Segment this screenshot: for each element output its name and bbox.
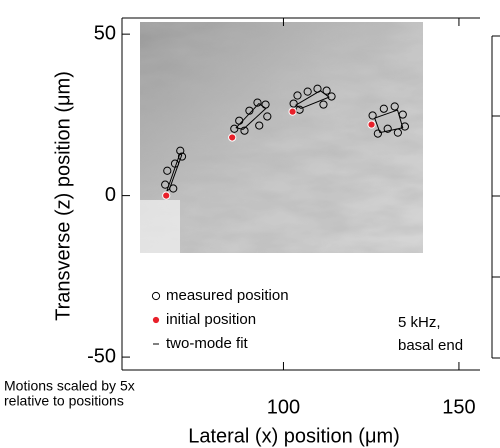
measured-point (163, 166, 172, 175)
x-axis-label: Lateral (x) position (μm) (188, 425, 400, 447)
measured-point (373, 129, 382, 138)
measured-point (379, 104, 388, 113)
measured-point (322, 86, 331, 95)
legend-label: two-mode fit (166, 335, 249, 352)
measured-point (230, 124, 239, 133)
measured-point (383, 124, 392, 133)
legend-label: initial position (166, 311, 256, 328)
fit-curve (235, 103, 267, 130)
initial-point (228, 133, 237, 142)
y-tick-label: 50 (94, 22, 116, 44)
measured-point (263, 112, 272, 121)
legend-label: measured position (166, 287, 289, 304)
measured-point (289, 99, 298, 108)
annotation: 5 kHz, (398, 314, 441, 331)
initial-point (367, 120, 376, 129)
annotation: Motions scaled by 5x (4, 378, 135, 394)
fit-curve (166, 153, 183, 192)
measured-point (255, 121, 264, 130)
measured-point (319, 100, 328, 109)
measured-point (293, 91, 302, 100)
initial-point (288, 107, 297, 116)
x-tick-label: 150 (442, 396, 475, 418)
fit-curve (374, 109, 404, 134)
measured-point (253, 98, 262, 107)
fit-curve (295, 90, 330, 109)
annotation: relative to positions (4, 393, 124, 409)
measured-point (368, 111, 377, 120)
initial-point (162, 191, 171, 200)
x-tick-label: 100 (267, 396, 300, 418)
y-tick-label: 0 (105, 184, 116, 206)
legend-marker (151, 291, 161, 301)
legend-marker (151, 315, 161, 325)
measured-point (400, 122, 409, 131)
annotation: basal end (398, 337, 463, 354)
image-background (140, 22, 423, 253)
measured-point (240, 126, 249, 135)
plot-frame (121, 17, 500, 371)
y-axis-label: Transverse (z) position (μm) (52, 71, 74, 321)
y-tick-label: -50 (87, 345, 116, 367)
measured-point (390, 102, 399, 111)
measured-point (303, 87, 312, 96)
